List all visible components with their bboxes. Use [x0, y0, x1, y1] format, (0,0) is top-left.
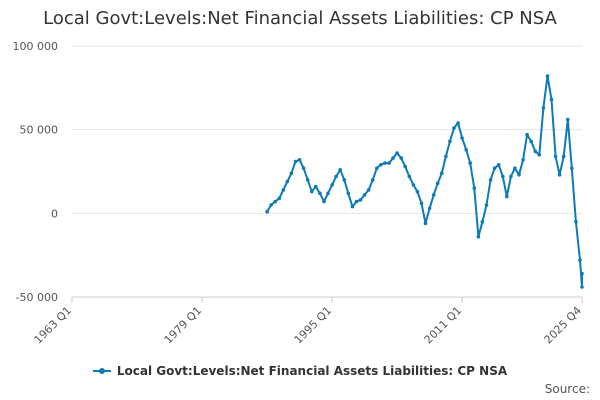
- data-point: [452, 126, 456, 130]
- x-tick-label: 1963 Q1: [32, 304, 75, 347]
- data-point: [330, 183, 334, 187]
- data-point: [379, 163, 383, 167]
- data-point: [399, 156, 404, 160]
- data-point: [289, 171, 294, 175]
- data-point: [375, 166, 379, 170]
- data-point: [269, 203, 273, 207]
- data-point: [419, 201, 424, 206]
- data-point: [505, 194, 509, 199]
- data-point: [301, 166, 306, 170]
- data-point: [358, 198, 363, 202]
- data-point: [435, 181, 440, 185]
- data-point: [545, 74, 550, 78]
- data-point: [521, 158, 525, 162]
- data-point: [525, 132, 529, 137]
- data-point: [391, 156, 395, 160]
- data-point: [509, 174, 513, 179]
- data-point: [580, 271, 584, 276]
- data-point: [395, 151, 399, 155]
- data-point: [468, 161, 473, 165]
- data-point: [488, 178, 493, 182]
- y-tick-label: 0: [51, 207, 58, 220]
- data-point: [444, 154, 448, 159]
- data-point: [480, 219, 485, 224]
- data-point: [366, 188, 371, 192]
- data-point: [464, 147, 469, 152]
- data-point: [346, 191, 351, 196]
- data-point: [281, 188, 286, 192]
- data-point: [354, 199, 359, 204]
- x-tick-label: 1995 Q1: [292, 304, 335, 347]
- data-point: [557, 173, 562, 177]
- data-point: [423, 221, 428, 226]
- data-point: [387, 161, 391, 165]
- data-point: [415, 189, 420, 194]
- x-tick-label: 2011 Q1: [422, 304, 465, 347]
- data-point: [427, 206, 432, 211]
- data-point: [407, 174, 412, 179]
- data-point: [285, 179, 290, 184]
- data-point: [541, 106, 546, 110]
- data-point: [513, 166, 517, 170]
- data-point: [570, 166, 574, 170]
- data-point: [460, 136, 464, 140]
- data-point: [334, 174, 338, 179]
- data-point: [484, 203, 489, 207]
- data-point: [553, 154, 558, 159]
- data-point: [318, 191, 322, 196]
- data-point: [448, 139, 452, 144]
- data-point: [370, 178, 375, 182]
- data-point: [342, 178, 347, 182]
- data-point: [533, 149, 538, 154]
- data-point: [293, 159, 298, 164]
- data-point: [472, 186, 477, 190]
- data-point: [529, 139, 533, 144]
- data-point: [265, 209, 269, 214]
- legend[interactable]: Local Govt:Levels:Net Financial Assets L…: [0, 364, 600, 378]
- data-point: [574, 219, 578, 224]
- data-point: [322, 199, 326, 204]
- source-label: Source:: [544, 382, 590, 396]
- data-point: [517, 173, 521, 177]
- data-point: [273, 199, 278, 204]
- data-point: [383, 161, 387, 165]
- data-point: [578, 258, 582, 263]
- data-point: [305, 178, 310, 182]
- data-point: [537, 153, 542, 157]
- legend-label: Local Govt:Levels:Net Financial Assets L…: [116, 364, 508, 378]
- data-point: [561, 154, 566, 159]
- data-point: [580, 285, 584, 289]
- data-point: [456, 121, 460, 125]
- x-tick-label: 1979 Q1: [162, 304, 205, 347]
- y-tick-label: 100 000: [13, 40, 59, 53]
- data-point: [326, 191, 330, 196]
- data-point: [403, 164, 408, 169]
- data-point: [338, 168, 343, 172]
- data-point: [411, 183, 416, 187]
- legend-swatch-icon: [92, 365, 111, 377]
- data-point: [297, 158, 302, 162]
- data-point: [492, 166, 497, 170]
- series-line: [266, 75, 583, 288]
- data-point: [476, 235, 481, 239]
- data-point: [549, 97, 554, 102]
- data-point: [431, 193, 436, 197]
- data-point: [310, 189, 314, 194]
- data-point: [496, 163, 501, 167]
- data-point: [314, 184, 318, 189]
- y-tick-label: 50 000: [20, 124, 59, 137]
- data-point: [350, 204, 355, 209]
- data-point: [501, 174, 505, 179]
- data-point: [566, 117, 570, 122]
- data-point: [440, 171, 444, 175]
- y-tick-label: -50 000: [16, 291, 58, 304]
- data-point: [362, 193, 367, 197]
- x-tick-label: 2025 Q4: [542, 304, 585, 347]
- chart-title: Local Govt:Levels:Net Financial Assets L…: [43, 8, 557, 29]
- data-point: [277, 196, 282, 201]
